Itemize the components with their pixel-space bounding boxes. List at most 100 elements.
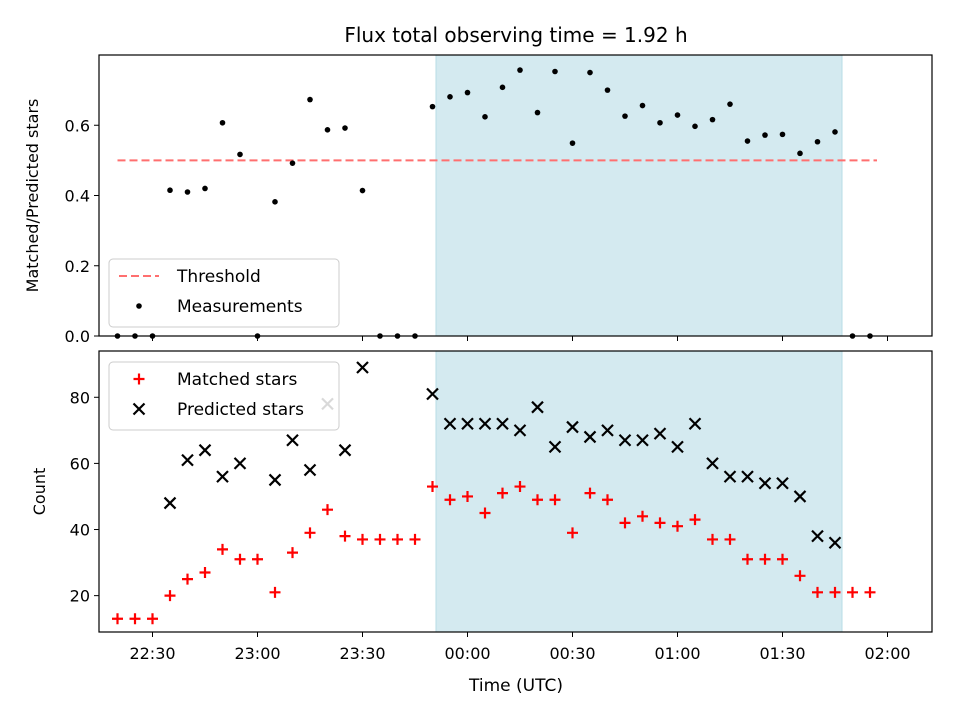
matched-star-point — [147, 613, 158, 625]
matched-star-point — [654, 517, 666, 529]
matched-star-point — [584, 487, 596, 499]
matched-star-point — [164, 590, 176, 602]
measurement-point — [552, 68, 558, 75]
predicted-star-point — [601, 424, 614, 437]
predicted-star-point — [811, 529, 824, 543]
panel-1-y-tick-label: 0.0 — [65, 327, 90, 346]
panel-1-legend: Threshold Measurements — [108, 258, 340, 328]
matched-star-point — [462, 490, 473, 502]
predicted-star-point — [478, 417, 492, 431]
measurement-point — [569, 140, 576, 146]
x-tick-label: 00:00 — [444, 644, 490, 663]
measurement-point — [814, 138, 821, 145]
measurement-point — [482, 114, 488, 120]
axes-ticks: 0.0 0.2 0.4 0.6 Matched/Predicted stars 20 40 6… — [23, 99, 911, 663]
x-tick-label: 00:30 — [549, 644, 595, 663]
predicted-star-point — [233, 457, 247, 470]
predicted-star-point — [706, 457, 719, 470]
panel-1-y-tick-label: 0.2 — [65, 257, 90, 276]
legend-label: Predicted stars — [177, 400, 304, 420]
legend-predicted-swatch — [132, 402, 146, 416]
measurement-point — [324, 127, 331, 133]
panel-1-frame — [98, 54, 933, 337]
measurement-point — [289, 160, 296, 166]
matched-star-point — [514, 481, 526, 493]
predicted-star-point — [163, 496, 177, 510]
predicted-star-point — [216, 470, 229, 483]
matched-star-point — [759, 553, 771, 565]
matched-star-point — [479, 507, 491, 519]
matched-star-point — [864, 586, 876, 598]
x-axis-label: Time (UTC) — [468, 676, 563, 696]
measurement-point — [604, 87, 611, 93]
matched-star-point — [812, 586, 823, 598]
measurement-point — [692, 123, 698, 130]
measurement-point — [639, 102, 646, 109]
measurement-point — [342, 125, 348, 131]
legend-label: Threshold — [176, 267, 261, 287]
predicted-star-point — [338, 443, 352, 457]
predicted-star-point — [548, 440, 562, 454]
legend-matched-swatch — [133, 373, 145, 385]
predicted-star-point — [356, 361, 369, 374]
predicted-star-point — [583, 430, 597, 444]
measurement-point — [307, 96, 313, 103]
matched-star-point — [392, 533, 403, 545]
matched-star-point — [409, 533, 421, 545]
x-tick-label: 23:00 — [234, 644, 280, 663]
shaded-regions — [435, 54, 843, 633]
measurement-point — [237, 151, 243, 158]
measurement-point — [779, 131, 786, 138]
legend-box — [108, 361, 340, 431]
predicted-star-point — [636, 433, 649, 447]
predicted-star-point — [618, 433, 632, 447]
panel-2-shaded-interval — [435, 350, 843, 633]
matched-star-point — [112, 613, 123, 625]
measurement-point — [674, 112, 681, 118]
measurement-point — [744, 138, 751, 144]
matched-star-point — [199, 566, 211, 578]
predicted-star-point — [286, 433, 299, 447]
data-marks — [112, 67, 877, 625]
measurement-point — [202, 185, 208, 192]
panel-2-y-tick-label: 20 — [70, 587, 90, 606]
matched-star-point — [287, 547, 298, 559]
legend-label: Measurements — [177, 297, 303, 317]
matched-star-point — [322, 504, 333, 516]
measurement-point — [429, 103, 436, 110]
measurement-point — [587, 69, 593, 76]
matched-star-point — [532, 494, 543, 506]
panel-2-frame — [98, 350, 933, 633]
measurement-point — [499, 84, 506, 91]
matched-star-point — [707, 533, 718, 545]
predicted-star-point — [496, 417, 509, 431]
panel-1-y-axis-label: Matched/Predicted stars — [23, 99, 42, 293]
measurement-point — [167, 187, 173, 194]
chart-title: Flux total observing time = 1.92 h — [344, 23, 687, 47]
predicted-star-point — [758, 476, 772, 490]
matched-star-point — [444, 494, 456, 506]
matched-star-point — [182, 573, 193, 585]
measurement-point — [184, 189, 191, 195]
legend-label: Matched stars — [177, 370, 297, 390]
predicted-star-point — [443, 417, 457, 431]
matched-star-point — [357, 533, 368, 545]
legend-box — [108, 258, 340, 328]
matched-star-point — [689, 514, 701, 526]
predicted-star-point — [531, 400, 544, 414]
predicted-star-point — [671, 440, 684, 454]
predicted-star-point — [198, 443, 212, 457]
measurement-point — [622, 113, 628, 119]
matched-star-point — [829, 586, 841, 598]
measurement-point — [709, 116, 716, 123]
matched-star-point — [217, 543, 228, 555]
matched-star-point — [497, 487, 508, 499]
measurement-point — [657, 119, 663, 126]
axes-frames — [98, 54, 933, 633]
measurement-point — [762, 132, 768, 138]
matched-star-point — [234, 553, 246, 565]
matched-star-point — [777, 553, 788, 565]
x-tick-label: 02:00 — [864, 644, 910, 663]
predicted-star-point — [268, 473, 282, 487]
